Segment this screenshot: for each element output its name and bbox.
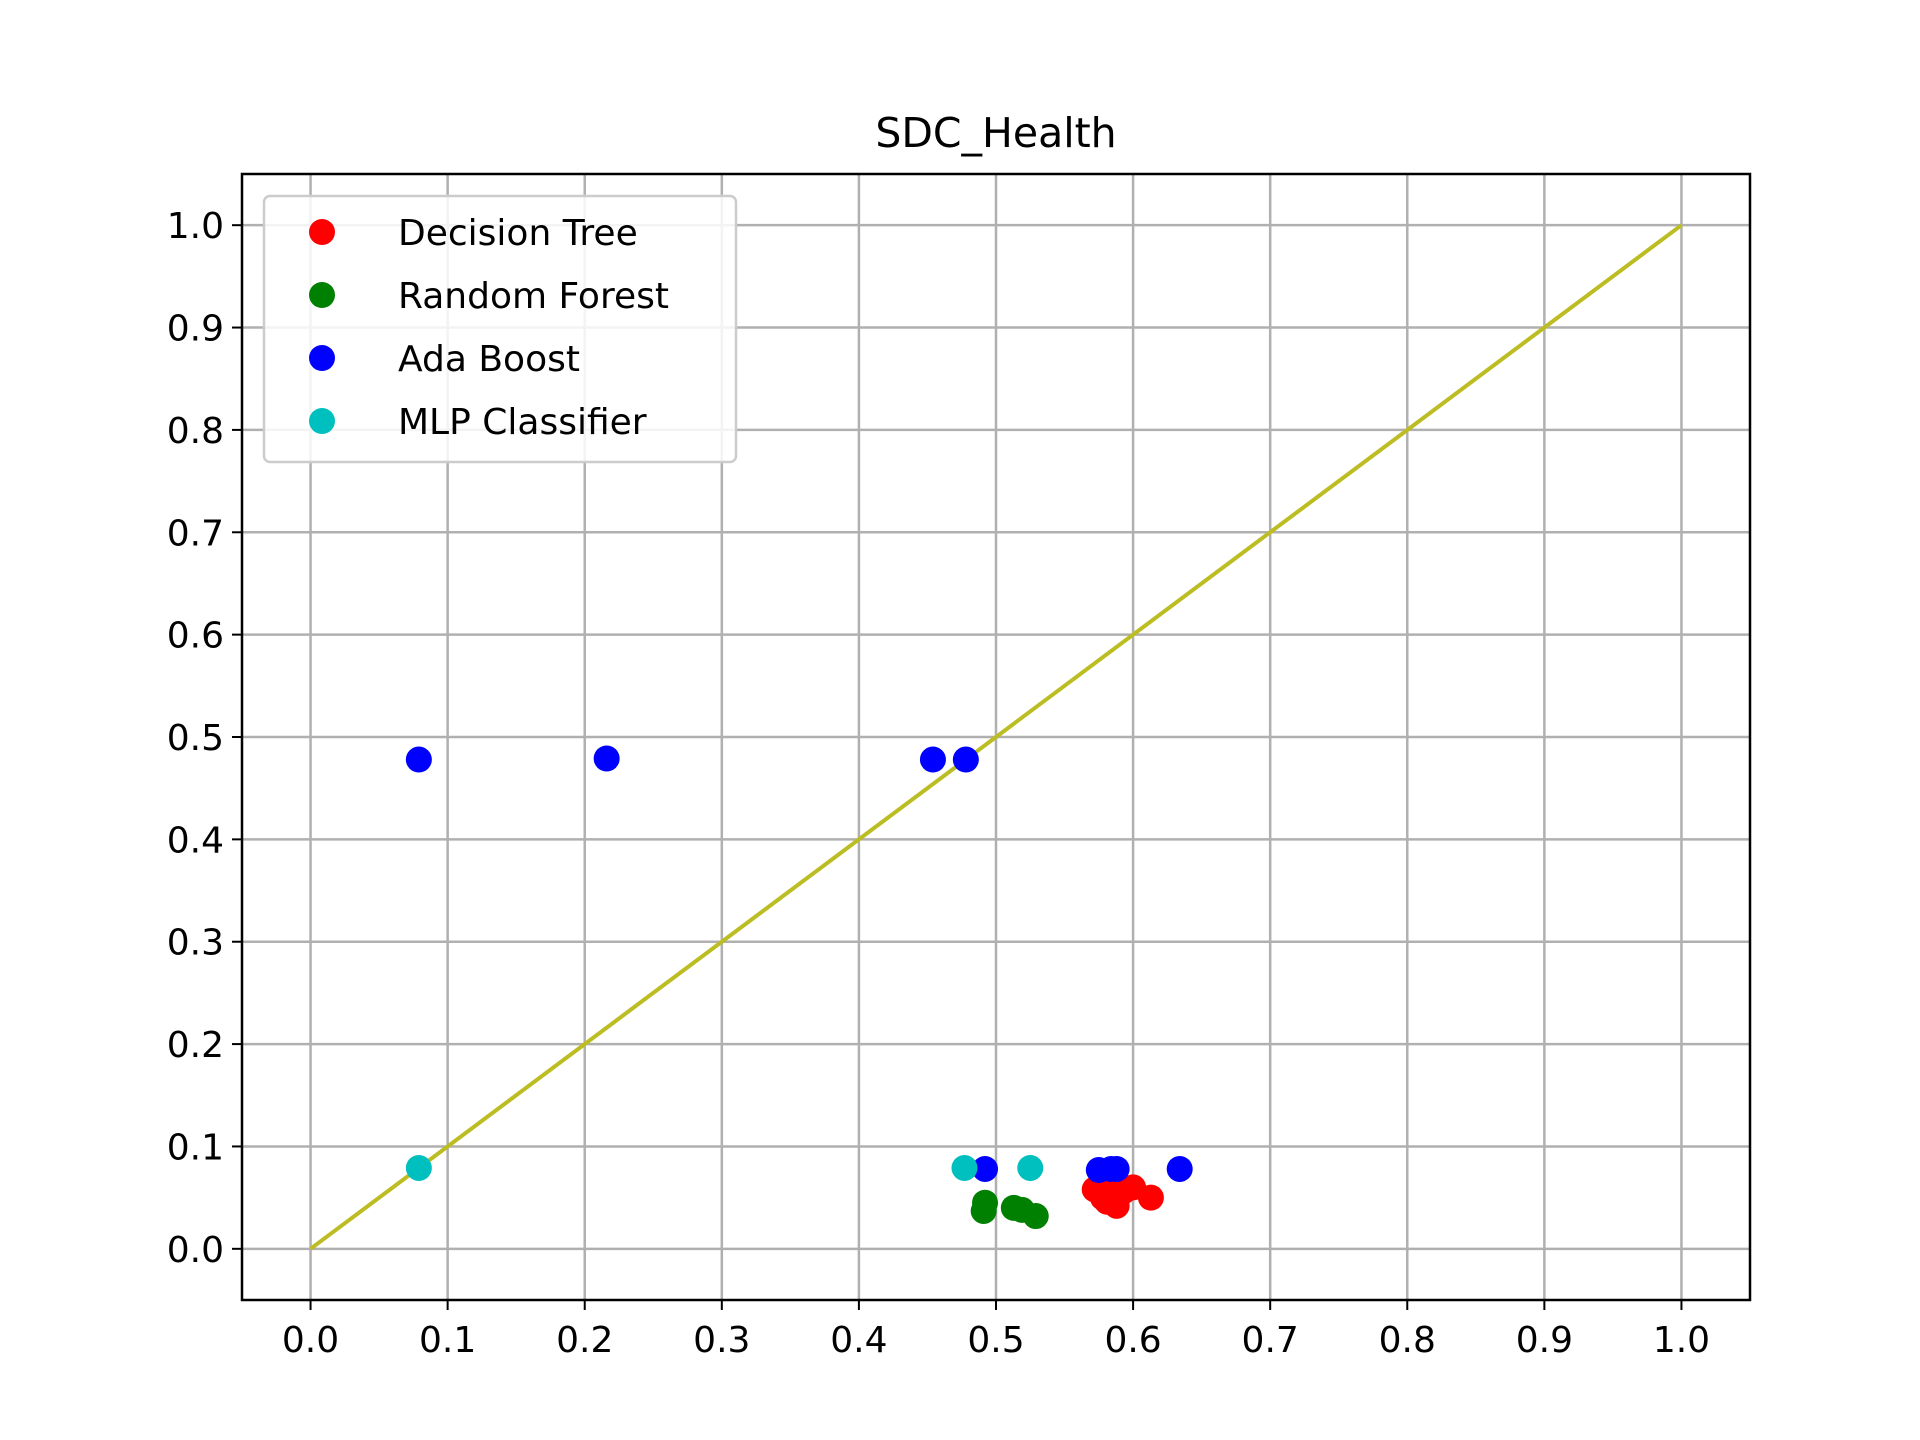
- data-point-series-2: [405, 746, 432, 773]
- legend-marker: [309, 345, 335, 371]
- y-tick-label: 0.0: [167, 1230, 224, 1271]
- data-point-series-2: [952, 746, 979, 773]
- y-tick-label: 0.9: [167, 309, 224, 350]
- y-tick-label: 0.2: [167, 1025, 224, 1066]
- legend-label: MLP Classifier: [398, 402, 647, 443]
- y-tick-label: 1.0: [167, 206, 224, 247]
- legend-marker: [309, 282, 335, 308]
- x-tick-label: 0.1: [419, 1320, 476, 1361]
- data-points: [405, 745, 1193, 1230]
- legend-label: Ada Boost: [398, 339, 580, 380]
- reference-line: [309, 223, 1683, 1251]
- data-point-series-1: [1022, 1203, 1049, 1230]
- y-tick-label: 0.3: [167, 923, 224, 964]
- x-tick-label: 0.3: [693, 1320, 750, 1361]
- data-point-series-3: [951, 1154, 978, 1181]
- x-tick-label: 0.6: [1104, 1320, 1161, 1361]
- data-point-series-2: [919, 746, 946, 773]
- legend-marker: [309, 219, 335, 245]
- reference-line-layer: [309, 223, 1683, 1251]
- x-tick-label: 0.0: [282, 1320, 339, 1361]
- legend-label: Random Forest: [398, 276, 669, 317]
- data-point-series-3: [405, 1154, 432, 1181]
- y-tick-label: 0.8: [167, 411, 224, 452]
- y-tick-label: 0.7: [167, 513, 224, 554]
- data-point-series-0: [1137, 1184, 1164, 1211]
- data-point-series-2: [972, 1155, 999, 1182]
- x-tick-label: 0.2: [556, 1320, 613, 1361]
- data-point-series-1: [970, 1197, 997, 1224]
- x-tick-label: 0.5: [967, 1320, 1024, 1361]
- legend: Decision Tree Random Forest Ada Boost MLP C…: [262, 194, 738, 464]
- x-tick-label: 0.4: [830, 1320, 887, 1361]
- data-point-series-2: [593, 745, 620, 772]
- x-tick-label: 1.0: [1653, 1320, 1710, 1361]
- y-tick-label: 0.4: [167, 820, 224, 861]
- data-point-series-2: [1166, 1155, 1193, 1182]
- y-tick-label: 0.5: [167, 718, 224, 759]
- data-point-series-2: [1103, 1155, 1130, 1182]
- x-tick-label: 0.9: [1516, 1320, 1573, 1361]
- x-axis-ticks: 0.0 0.1 0.2 0.3 0.4 0.5 0.6 0.7 0.8 0.9 1.0: [282, 1300, 1710, 1361]
- x-tick-label: 0.8: [1379, 1320, 1436, 1361]
- legend-box: [262, 194, 738, 464]
- y-tick-label: 0.1: [167, 1127, 224, 1168]
- x-tick-label: 0.7: [1242, 1320, 1299, 1361]
- legend-marker: [309, 408, 335, 434]
- data-point-series-0: [1089, 1184, 1116, 1211]
- legend-label: Decision Tree: [398, 213, 638, 254]
- y-axis-ticks: 0.0 0.1 0.2 0.3 0.4 0.5 0.6 0.7 0.8 0.9 1.0: [167, 206, 242, 1271]
- chart-title: SDC_Health: [875, 109, 1116, 157]
- data-point-series-3: [1017, 1154, 1044, 1181]
- y-tick-label: 0.6: [167, 616, 224, 657]
